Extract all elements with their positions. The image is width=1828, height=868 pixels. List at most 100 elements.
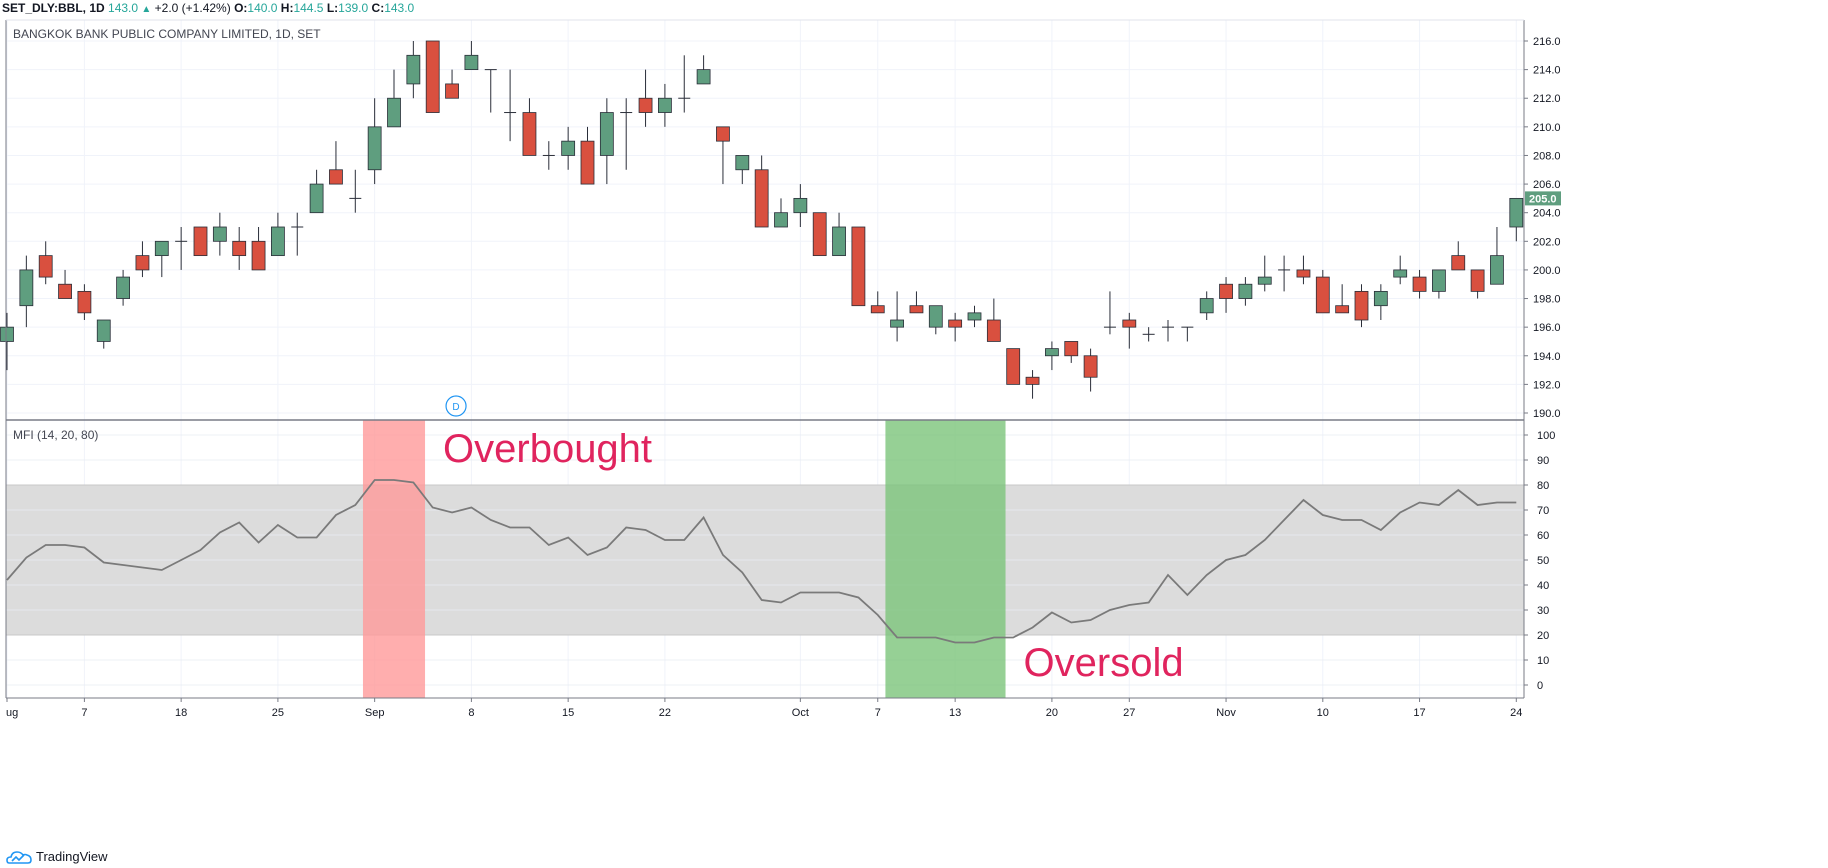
candle[interactable] xyxy=(716,126,730,185)
chart-area[interactable]: Overbought Oversold D 190.0 192.0 194.0 196.0 1… xyxy=(0,0,1828,845)
candle[interactable] xyxy=(890,291,904,342)
candle[interactable] xyxy=(909,291,924,314)
candle[interactable] xyxy=(1122,312,1137,349)
candle[interactable] xyxy=(309,169,324,214)
candle-body xyxy=(1296,269,1311,278)
candle[interactable] xyxy=(1509,197,1524,242)
candle[interactable] xyxy=(232,227,247,270)
candle[interactable] xyxy=(522,98,537,156)
candle-body xyxy=(270,226,285,257)
dividend-marker-label: D xyxy=(452,402,459,413)
candle[interactable] xyxy=(1025,370,1040,399)
candle[interactable] xyxy=(1103,291,1116,335)
candle[interactable] xyxy=(19,255,34,328)
candle-body xyxy=(735,155,750,171)
candle[interactable] xyxy=(1393,255,1408,285)
candle[interactable] xyxy=(658,83,672,127)
candle[interactable] xyxy=(504,69,517,142)
candle[interactable] xyxy=(986,298,1001,342)
mfi-point xyxy=(1302,499,1304,501)
candle[interactable] xyxy=(870,291,885,314)
candle[interactable] xyxy=(696,55,711,85)
candle[interactable] xyxy=(193,226,208,257)
candle[interactable] xyxy=(1451,241,1466,271)
candle[interactable] xyxy=(1238,277,1253,306)
symbol-name[interactable]: SET_DLY:BBL, 1D xyxy=(2,1,105,15)
candle-body xyxy=(638,97,653,113)
overbought-zone[interactable] xyxy=(362,420,426,698)
candle[interactable] xyxy=(1199,291,1214,320)
candle[interactable] xyxy=(1470,269,1485,299)
mfi-point xyxy=(1070,621,1072,623)
candle[interactable] xyxy=(1045,341,1059,371)
candle[interactable] xyxy=(329,141,343,185)
candle[interactable] xyxy=(445,69,459,99)
candle[interactable] xyxy=(387,69,401,128)
candle[interactable] xyxy=(270,212,285,257)
candle[interactable] xyxy=(1083,348,1098,392)
time-axis-label: 7 xyxy=(81,707,87,719)
candle[interactable] xyxy=(620,98,633,170)
candle[interactable] xyxy=(464,41,479,71)
candle-body xyxy=(1373,290,1388,307)
candle[interactable] xyxy=(291,212,304,256)
candle[interactable] xyxy=(1257,255,1272,292)
candle[interactable] xyxy=(1490,227,1504,285)
mfi-pane-title: MFI (14, 20, 80) xyxy=(13,428,98,442)
candle[interactable] xyxy=(793,184,808,227)
tradingview-brand[interactable]: TradingView xyxy=(36,849,108,864)
candle[interactable] xyxy=(367,98,382,185)
candle-body xyxy=(696,69,711,85)
candle[interactable] xyxy=(561,126,576,170)
candle[interactable] xyxy=(580,126,595,185)
candle[interactable] xyxy=(948,312,963,342)
candle[interactable] xyxy=(1335,284,1350,314)
candle[interactable] xyxy=(484,69,497,113)
candle[interactable] xyxy=(175,227,188,270)
candle-body xyxy=(890,319,904,328)
candle[interactable] xyxy=(599,98,614,185)
candle[interactable] xyxy=(406,41,421,99)
candle[interactable] xyxy=(96,319,111,349)
candle[interactable] xyxy=(38,241,53,285)
price-axis-label: 202.0 xyxy=(1533,236,1561,248)
candle[interactable] xyxy=(1373,284,1388,320)
candle[interactable] xyxy=(851,226,866,307)
candle[interactable] xyxy=(0,312,14,371)
candle[interactable] xyxy=(735,155,750,185)
candle[interactable] xyxy=(1181,326,1194,342)
candle[interactable] xyxy=(212,212,227,256)
candle[interactable] xyxy=(1219,277,1233,313)
candle[interactable] xyxy=(1064,341,1079,363)
candle[interactable] xyxy=(1354,284,1369,328)
candle[interactable] xyxy=(251,227,266,271)
candle[interactable] xyxy=(77,284,92,320)
candle[interactable] xyxy=(425,40,440,113)
candle[interactable] xyxy=(1162,320,1174,342)
candle[interactable] xyxy=(1315,269,1330,314)
candle[interactable] xyxy=(542,141,555,170)
price-axis-label: 210.0 xyxy=(1533,122,1561,134)
candle[interactable] xyxy=(638,69,653,127)
candle[interactable] xyxy=(58,269,72,299)
candle[interactable] xyxy=(754,155,769,228)
candle[interactable] xyxy=(967,305,982,328)
candle[interactable] xyxy=(678,55,691,113)
candle[interactable] xyxy=(774,198,788,228)
candle[interactable] xyxy=(1278,255,1291,292)
dividend-marker-icon[interactable] xyxy=(445,395,467,417)
candle[interactable] xyxy=(832,212,846,257)
candle[interactable] xyxy=(154,240,169,278)
candle[interactable] xyxy=(928,305,943,335)
candle[interactable] xyxy=(1412,269,1427,299)
candle[interactable] xyxy=(812,212,827,257)
candle[interactable] xyxy=(1142,327,1155,342)
candle[interactable] xyxy=(1432,269,1446,299)
candle[interactable] xyxy=(116,269,130,306)
candle[interactable] xyxy=(1006,348,1021,385)
candle[interactable] xyxy=(1296,255,1311,285)
candle[interactable] xyxy=(135,241,150,278)
candle[interactable] xyxy=(349,169,362,213)
open-label: O: xyxy=(234,1,248,15)
oversold-zone[interactable] xyxy=(885,420,1006,698)
